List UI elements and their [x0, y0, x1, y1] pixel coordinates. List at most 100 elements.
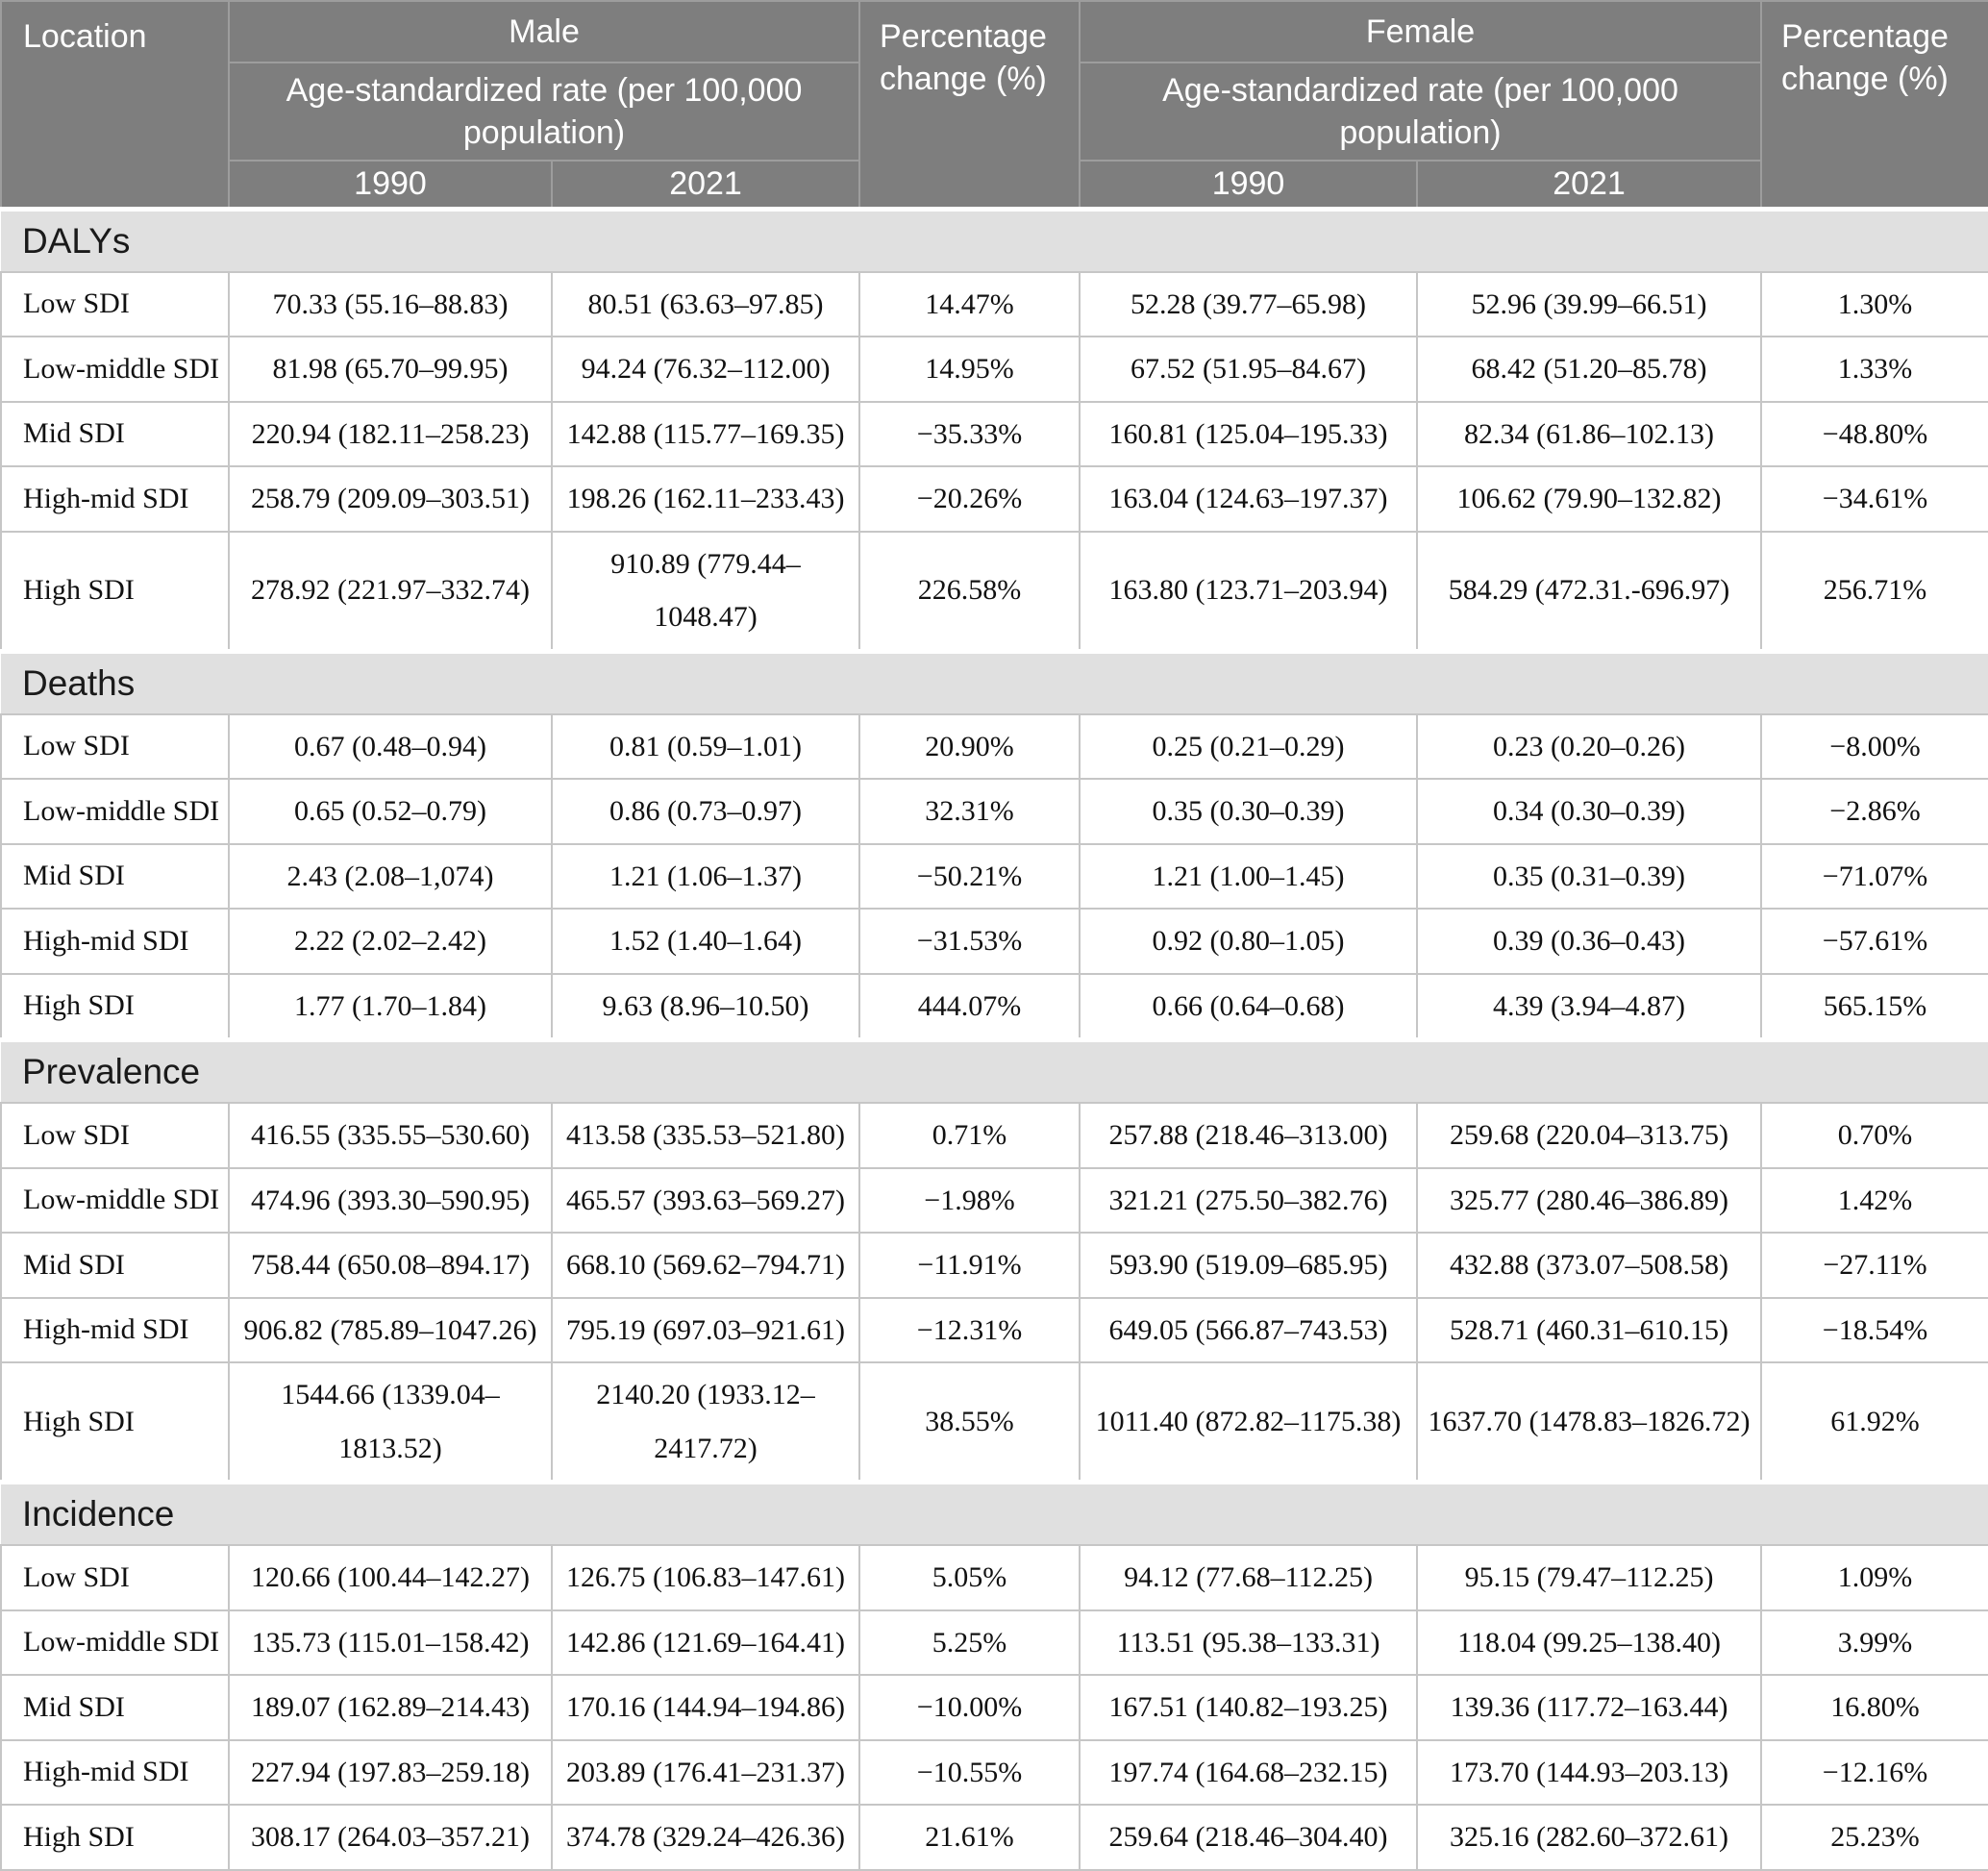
- female-pct-change-value: 16.80%: [1760, 1674, 1988, 1741]
- male-1990-value: 0.67 (0.48–0.94): [228, 712, 553, 781]
- male-1990-value: 70.33 (55.16–88.83): [228, 270, 553, 338]
- female-2021-value: 4.39 (3.94–4.87): [1416, 972, 1763, 1041]
- male-2021-value: 9.63 (8.96–10.50): [550, 972, 861, 1041]
- table-row: High-mid SDI 2.22 (2.02–2.42) 1.52 (1.40–1…: [0, 908, 1988, 975]
- header-male-year-2021: 2021: [550, 160, 861, 211]
- female-2021-value: 0.34 (0.30–0.39): [1416, 778, 1763, 845]
- row-label: Mid SDI: [0, 1674, 230, 1741]
- row-label: Mid SDI: [0, 400, 230, 468]
- male-2021-value: 668.10 (569.62–794.71): [550, 1232, 861, 1299]
- male-1990-value: 906.82 (785.89–1047.26): [228, 1296, 553, 1364]
- row-label: High SDI: [0, 972, 230, 1041]
- male-pct-change-value: −12.31%: [858, 1296, 1081, 1364]
- male-1990-value: 120.66 (100.44–142.27): [228, 1544, 553, 1611]
- male-1990-value: 758.44 (650.08–894.17): [228, 1232, 553, 1299]
- section-label: Prevalence: [1, 1037, 1988, 1105]
- female-1990-value: 113.51 (95.38–133.31): [1079, 1609, 1419, 1677]
- male-2021-value: 203.89 (176.41–231.37): [550, 1738, 861, 1807]
- male-1990-value: 227.94 (197.83–259.18): [228, 1738, 553, 1807]
- female-2021-value: 528.71 (460.31–610.15): [1416, 1296, 1763, 1364]
- header-male-percentage-change: Percentage change (%): [858, 0, 1081, 211]
- female-2021-value: 432.88 (373.07–508.58): [1416, 1232, 1763, 1299]
- section-row: DALYs: [1, 206, 1988, 273]
- table-row: High SDI 308.17 (264.03–357.21) 374.78 (32…: [0, 1804, 1988, 1871]
- female-2021-value: 82.34 (61.86–102.13): [1416, 400, 1763, 468]
- male-2021-value: 198.26 (162.11–233.43): [550, 465, 861, 533]
- row-label: Low-middle SDI: [0, 1166, 230, 1235]
- male-pct-change-value: 226.58%: [858, 530, 1081, 653]
- table-row: Low SDI 0.67 (0.48–0.94) 0.81 (0.59–1.01) 2…: [0, 712, 1988, 781]
- male-2021-value: 80.51 (63.63–97.85): [550, 270, 861, 338]
- male-1990-value: 308.17 (264.03–357.21): [228, 1804, 553, 1871]
- row-label: Low SDI: [0, 1102, 230, 1169]
- table-row: High SDI 278.92 (221.97–332.74) 910.89 (77…: [0, 530, 1988, 653]
- female-pct-change-value: −2.86%: [1760, 778, 1988, 845]
- female-pct-change-value: −34.61%: [1760, 465, 1988, 533]
- table-row: High-mid SDI 906.82 (785.89–1047.26) 795.1…: [0, 1296, 1988, 1364]
- row-label: Low-middle SDI: [0, 336, 230, 403]
- male-pct-change-value: 14.47%: [858, 270, 1081, 338]
- female-pct-change-value: −12.16%: [1760, 1738, 1988, 1807]
- male-pct-change-value: −1.98%: [858, 1166, 1081, 1235]
- female-1990-value: 167.51 (140.82–193.25): [1079, 1674, 1419, 1741]
- male-1990-value: 2.22 (2.02–2.42): [228, 908, 553, 975]
- male-pct-change-value: −35.33%: [858, 400, 1081, 468]
- female-1990-value: 52.28 (39.77–65.98): [1079, 270, 1419, 338]
- male-pct-change-value: −50.21%: [858, 842, 1081, 911]
- female-1990-value: 0.66 (0.64–0.68): [1079, 972, 1419, 1041]
- table-row: High SDI 1544.66 (1339.04–1813.52) 2140.20…: [0, 1361, 1988, 1484]
- male-2021-value: 1.21 (1.06–1.37): [550, 842, 861, 911]
- female-pct-change-value: 61.92%: [1760, 1361, 1988, 1484]
- female-1990-value: 160.81 (125.04–195.33): [1079, 400, 1419, 468]
- female-2021-value: 95.15 (79.47–112.25): [1416, 1544, 1763, 1611]
- male-pct-change-value: 5.25%: [858, 1609, 1081, 1677]
- male-1990-value: 220.94 (182.11–258.23): [228, 400, 553, 468]
- female-pct-change-value: −48.80%: [1760, 400, 1988, 468]
- male-pct-change-value: 21.61%: [858, 1804, 1081, 1871]
- female-1990-value: 163.04 (124.63–197.37): [1079, 465, 1419, 533]
- female-1990-value: 1011.40 (872.82–1175.38): [1079, 1361, 1419, 1484]
- row-label: Mid SDI: [0, 1232, 230, 1299]
- female-pct-change-value: 565.15%: [1760, 972, 1988, 1041]
- female-2021-value: 1637.70 (1478.83–1826.72): [1416, 1361, 1763, 1484]
- section-label: DALYs: [1, 206, 1988, 273]
- male-pct-change-value: −11.91%: [858, 1232, 1081, 1299]
- row-label: Mid SDI: [0, 842, 230, 911]
- female-pct-change-value: 1.33%: [1760, 336, 1988, 403]
- female-1990-value: 593.90 (519.09–685.95): [1079, 1232, 1419, 1299]
- male-1990-value: 1.77 (1.70–1.84): [228, 972, 553, 1041]
- table-row: Low SDI 416.55 (335.55–530.60) 413.58 (335…: [0, 1102, 1988, 1169]
- female-pct-change-value: 0.70%: [1760, 1102, 1988, 1169]
- male-1990-value: 1544.66 (1339.04–1813.52): [228, 1361, 553, 1484]
- female-1990-value: 67.52 (51.95–84.67): [1079, 336, 1419, 403]
- section-row: Prevalence: [1, 1037, 1988, 1105]
- female-1990-value: 0.35 (0.30–0.39): [1079, 778, 1419, 845]
- male-2021-value: 374.78 (329.24–426.36): [550, 1804, 861, 1871]
- table-row: Mid SDI 189.07 (162.89–214.43) 170.16 (144…: [0, 1674, 1988, 1741]
- female-2021-value: 106.62 (79.90–132.82): [1416, 465, 1763, 533]
- section-row: Deaths: [1, 648, 1988, 715]
- female-1990-value: 0.25 (0.21–0.29): [1079, 712, 1419, 781]
- header-location: Location: [0, 0, 230, 211]
- table-body: DALYs Low SDI 70.33 (55.16–88.83) 80.51 (63…: [0, 206, 1988, 1871]
- female-pct-change-value: −18.54%: [1760, 1296, 1988, 1364]
- female-1990-value: 0.92 (0.80–1.05): [1079, 908, 1419, 975]
- section-row: Incidence: [1, 1480, 1988, 1547]
- female-1990-value: 649.05 (566.87–743.53): [1079, 1296, 1419, 1364]
- table-row: Low-middle SDI 474.96 (393.30–590.95) 465.…: [0, 1166, 1988, 1235]
- row-label: High-mid SDI: [0, 1738, 230, 1807]
- header-male-group: Male: [227, 0, 861, 63]
- row-label: Low-middle SDI: [0, 778, 230, 845]
- male-1990-value: 135.73 (115.01–158.42): [228, 1609, 553, 1677]
- male-pct-change-value: 32.31%: [858, 778, 1081, 845]
- row-label: Low SDI: [0, 1544, 230, 1611]
- male-2021-value: 910.89 (779.44–1048.47): [550, 530, 861, 653]
- female-2021-value: 0.23 (0.20–0.26): [1416, 712, 1763, 781]
- male-pct-change-value: 14.95%: [858, 336, 1081, 403]
- row-label: High-mid SDI: [0, 465, 230, 533]
- male-2021-value: 142.88 (115.77–169.35): [550, 400, 861, 468]
- male-2021-value: 1.52 (1.40–1.64): [550, 908, 861, 975]
- female-1990-value: 163.80 (123.71–203.94): [1079, 530, 1419, 653]
- male-2021-value: 465.57 (393.63–569.27): [550, 1166, 861, 1235]
- male-1990-value: 474.96 (393.30–590.95): [228, 1166, 553, 1235]
